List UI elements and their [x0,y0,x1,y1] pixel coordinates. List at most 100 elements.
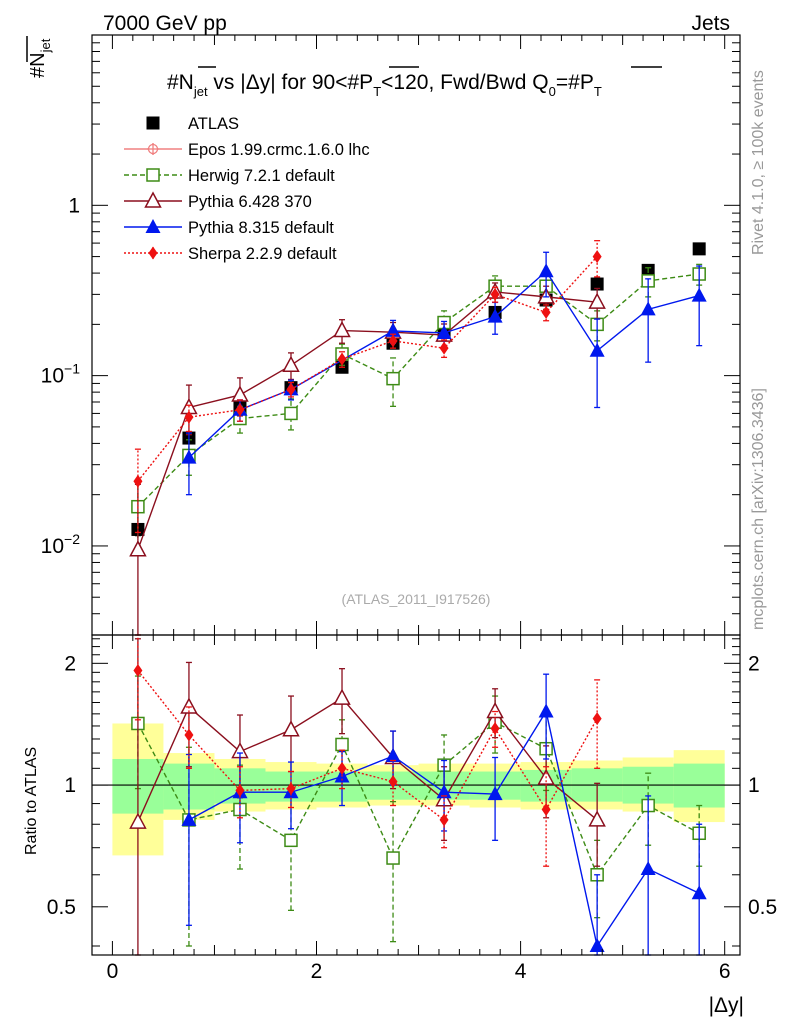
main-ylabel-sub: jet [38,38,53,53]
main-point-pythia-8-315-default [487,308,503,323]
main-point-atlas [692,242,706,256]
main-error-bar-pythia-8-315-default [594,318,601,409]
main-y-tick-base: 10 [41,365,64,388]
main-point-pythia-8-315-default [589,342,605,357]
title-part-d: =#P [556,71,594,94]
main-error-bar-pythia-8-315-default [185,432,192,496]
x-tick-label: 0 [107,960,119,983]
ratio-line-sherpa-2-2-9-default [137,670,598,821]
main-line-herwig-7-2-1-default [137,273,700,508]
ratio-point-pythia-8-315-default [181,811,197,826]
main-y-tick-base: 10 [41,535,64,558]
title-sub-d: T [594,84,602,99]
ratio-point-pythia-8-315-default [589,937,605,952]
energy-label: 7000 GeV pp [103,12,227,35]
ratio-ylabel: Ratio to ATLAS [23,747,40,855]
legend-entry-atlas: ATLAS [146,115,239,133]
legend-label-sherpa-2-2-9-default: Sherpa 2.2.9 default [188,245,337,263]
main-error-bar-pythia-8-315-default [696,265,703,347]
main-y-tick-label: 10−2 [41,531,81,558]
main-point-pythia-6-428-370 [588,292,606,309]
legend-entry-sherpa-2-2-9-default: Sherpa 2.2.9 default [124,245,337,263]
main-point-sherpa-2-2-9-default [286,382,296,396]
main-error-bar-sherpa-2-2-9-default [594,240,601,278]
ratio-point-pythia-8-315-default [487,786,503,801]
ratio-series-sherpa-2-2-9-default [133,634,602,867]
main-error-bar-sherpa-2-2-9-default [134,448,141,534]
ratio-point-pythia-6-428-370 [333,688,351,705]
main-point-sherpa-2-2-9-default [133,474,143,488]
ratio-y-tick-label-left: 0.5 [47,896,76,919]
ratio-point-pythia-8-315-default [436,784,452,799]
legend-entry-pythia-8-315-default: Pythia 8.315 default [124,219,334,237]
legend-entry-pythia-6-428-370: Pythia 6.428 370 [124,191,312,211]
main-point-pythia-6-428-370 [333,320,351,338]
x-axis-label: |Δy| [709,994,744,1017]
title-sub-c: 0 [549,84,556,99]
ratio-frame [91,634,741,956]
ratio-point-pythia-8-315-default [640,861,656,876]
legend-label-atlas: ATLAS [188,115,239,133]
ratio-point-pythia-6-428-370 [129,812,147,829]
mcplots-label: mcplots.cern.ch [arXiv:1306.3436] [750,388,767,630]
ratio-point-herwig-7-2-1-default [284,833,298,848]
ratio-y-tick-label-right: 2 [748,652,760,675]
main-point-sherpa-2-2-9-default [439,341,449,355]
legend-marker-pythia-8-315-default [145,219,161,233]
main-point-pythia-8-315-default [538,263,554,278]
ratio-point-sherpa-2-2-9-default [184,728,194,742]
title-part-b: vs |Δy| for 90<#P [208,71,374,94]
title-part-a: #N [167,71,194,94]
ratio-error-bar-sherpa-2-2-9-default [185,706,192,769]
ratio-point-sherpa-2-2-9-default [388,775,398,789]
ratio-point-sherpa-2-2-9-default [337,761,347,775]
main-point-pythia-8-315-default [385,322,401,337]
title-sub-b: T [373,84,381,99]
main-point-sherpa-2-2-9-default [388,334,398,348]
title-sub-a: jet [193,84,208,99]
ratio-error-bar-sherpa-2-2-9-default [339,749,346,790]
main-series-layer [129,240,707,636]
main-error-bar-sherpa-2-2-9-default [287,381,294,398]
legend-entry-herwig-7-2-1-default: Herwig 7.2.1 default [124,167,335,185]
main-y-tick-exponent: −1 [64,361,80,377]
category-label: Jets [691,12,730,35]
main-point-sherpa-2-2-9-default [337,352,347,366]
svg-text:#Njet: #Njet [27,38,53,78]
ratio-point-sherpa-2-2-9-default [490,721,500,735]
main-point-herwig-7-2-1-default [386,371,400,386]
main-point-sherpa-2-2-9-default [235,403,245,417]
main-point-sherpa-2-2-9-default [541,305,551,319]
main-point-pythia-8-315-default [691,287,707,302]
title-part-c: <120, Fwd/Bwd Q [381,71,549,94]
ratio-series-pythia-6-428-370 [129,638,606,956]
ratio-point-sherpa-2-2-9-default [286,782,296,796]
main-y-tick-exponent: −2 [64,531,80,547]
main-point-pythia-8-315-default [436,324,452,339]
legend-marker-epos-1-99-crmc-1-6-0-lhc [147,143,159,155]
ratio-error-bar-sherpa-2-2-9-default [390,759,397,807]
x-tick-label: 4 [515,960,527,983]
svg-text:#Njet vs |Δy| for 90<#PT<120,: #Njet vs |Δy| for 90<#PT<120, Fwd/Bwd Q0… [167,71,602,99]
main-series-sherpa-2-2-9-default [133,240,602,534]
ratio-y-tick-label-right: 0.5 [748,896,777,919]
legend-label-pythia-6-428-370: Pythia 6.428 370 [188,193,312,211]
ratio-line-pythia-6-428-370 [137,697,598,823]
ratio-point-sherpa-2-2-9-default [133,663,143,677]
rivet-label: Rivet 4.1.0, ≥ 100k events [750,70,767,255]
main-point-pythia-8-315-default [181,449,197,464]
legend-label-herwig-7-2-1-default: Herwig 7.2.1 default [188,167,335,185]
ratio-point-pythia-8-315-default [385,747,401,762]
analysis-watermark: (ATLAS_2011_I917526) [342,591,491,607]
main-point-herwig-7-2-1-default [284,406,298,421]
ratio-point-pythia-6-428-370 [180,697,198,714]
main-point-sherpa-2-2-9-default [592,250,602,264]
main-y-tick-label: 1 [68,194,80,217]
main-point-pythia-6-428-370 [282,355,300,373]
ratio-y-tick-label-left: 2 [64,652,76,675]
ratio-point-pythia-6-428-370 [282,720,300,737]
ratio-point-sherpa-2-2-9-default [439,813,449,827]
ratio-error-bar-sherpa-2-2-9-default [543,766,550,867]
